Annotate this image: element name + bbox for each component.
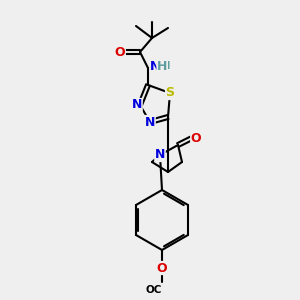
Text: O: O xyxy=(157,262,167,275)
Text: N: N xyxy=(155,148,165,161)
Text: NH: NH xyxy=(152,61,170,71)
Text: OC: OC xyxy=(146,285,162,295)
Text: O: O xyxy=(115,46,125,59)
Text: N: N xyxy=(145,116,155,128)
Text: N: N xyxy=(150,59,160,73)
Text: S: S xyxy=(166,86,175,100)
Text: N: N xyxy=(132,98,142,112)
Text: H: H xyxy=(157,59,167,73)
Text: O: O xyxy=(191,131,201,145)
